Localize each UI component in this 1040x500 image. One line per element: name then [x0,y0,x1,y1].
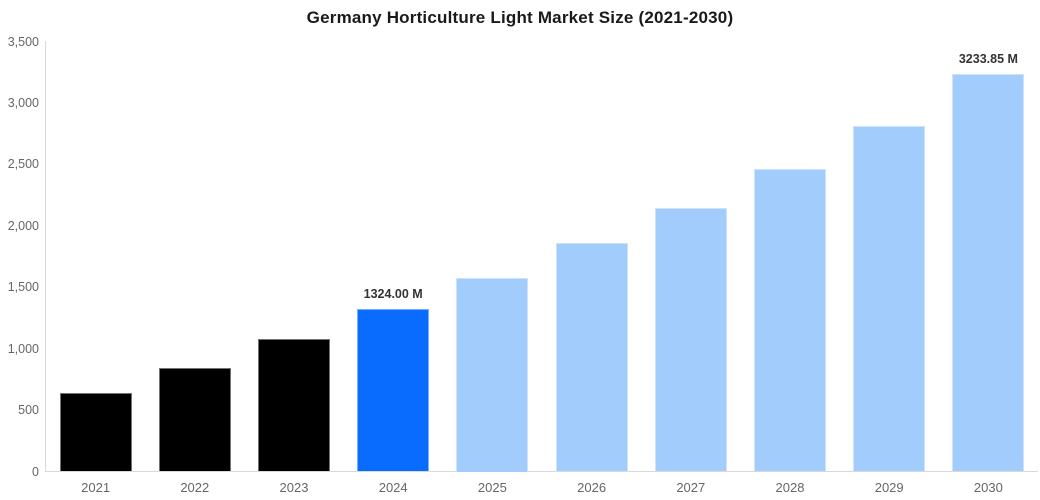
bar-2021 [59,392,132,472]
x-tick-label-2030: 2030 [973,480,1003,495]
bar-2027 [654,208,727,472]
y-axis-line [45,41,46,472]
bar-2029 [853,126,926,472]
y-tick-label: 1,000 [7,341,39,356]
x-tick-label-2024: 2024 [378,480,408,495]
bar-2024 [357,308,430,472]
bar-2030 [952,74,1025,472]
bar-value-label-2024: 1324.00 M [363,286,423,301]
bar-2026 [555,243,628,472]
x-tick-label-2027: 2027 [676,480,706,495]
y-tick-label: 500 [18,403,39,418]
x-tick-label-2022: 2022 [180,480,210,495]
x-tick-label-2025: 2025 [477,480,507,495]
y-tick-label: 1,500 [7,280,39,295]
x-tick-label-2026: 2026 [577,480,607,495]
y-tick-label: 2,500 [7,157,39,172]
x-tick-label-2029: 2029 [874,480,904,495]
y-tick-label: 3,000 [7,95,39,110]
y-tick-label: 3,500 [7,34,39,49]
x-tick-label-2021: 2021 [81,480,111,495]
x-axis-line [45,471,1038,472]
bar-2025 [456,278,529,472]
x-tick-label-2028: 2028 [775,480,805,495]
x-tick-label-2023: 2023 [279,480,309,495]
chart-title: Germany Horticulture Light Market Size (… [306,8,734,27]
y-tick-label: 0 [32,464,39,479]
bar-2023 [258,339,330,472]
bar-2028 [754,169,826,472]
bar-value-label-2030: 3233.85 M [958,52,1018,67]
bar-2022 [158,368,231,472]
y-tick-label: 2,000 [7,218,39,233]
